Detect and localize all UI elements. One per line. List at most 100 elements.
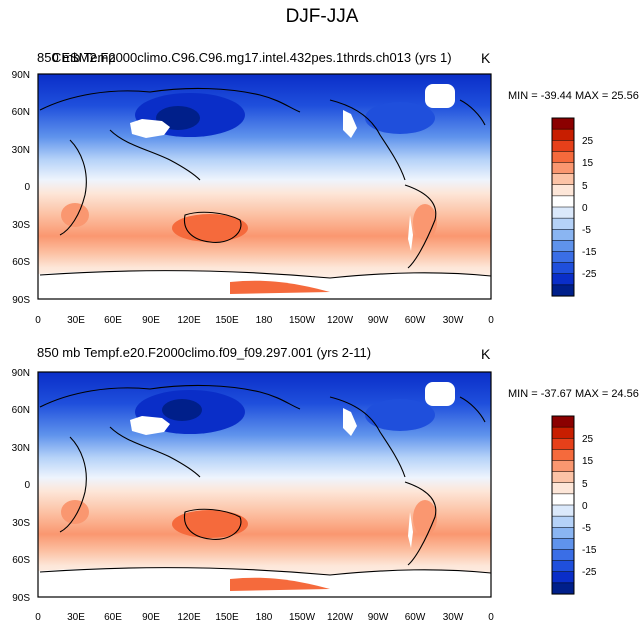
map-top (38, 74, 492, 299)
lon-tick: 150E (215, 315, 239, 326)
lat-tick: 90S (12, 593, 30, 604)
colorbar-label: 25 (582, 136, 594, 147)
colorbar-swatch (551, 273, 575, 286)
colorbar-swatch (551, 571, 575, 584)
lon-tick: 150E (215, 612, 239, 623)
canada-cold-core (365, 399, 435, 431)
colorbar-swatch (551, 493, 575, 506)
colorbar-label: -5 (582, 225, 591, 236)
lon-tick: 120E (177, 612, 201, 623)
colorbar-swatch (551, 206, 575, 219)
lon-tick: 0 (35, 315, 41, 326)
greenland-missing (425, 382, 455, 406)
lon-tick: 30E (67, 612, 85, 623)
antarctic-warm-coast (230, 280, 330, 294)
panel-bottom-title: 850 mb Tempf.e20.F2000climo.f09_f09.297.… (37, 345, 371, 360)
lon-tick: 0 (488, 315, 494, 326)
colorbar-swatch (551, 438, 575, 450)
coastlines-bottom (39, 384, 492, 576)
colorbar-swatch (551, 217, 575, 230)
lon-tick: 60E (104, 612, 122, 623)
lat-tick: 30S (12, 518, 30, 529)
lat-tick: 30N (12, 443, 30, 454)
lon-ticks-top: 0 30E 60E 90E 120E 150E 180 150W 120W 90… (35, 315, 494, 326)
colorbar-top-swatches (551, 117, 575, 297)
colorbar-label: -25 (582, 567, 597, 578)
lon-tick: 90E (142, 612, 160, 623)
colorbar-swatch (551, 151, 575, 164)
lat-ticks-top: 90N 60N 30N 0 30S 60S 90S (12, 70, 31, 306)
rockies-missing (343, 110, 357, 138)
lat-tick: 60N (12, 405, 30, 416)
colorbar-bottom-frame (551, 415, 575, 595)
south-africa-warm (61, 203, 89, 227)
lon-ticks-bottom: 0 30E 60E 90E 120E 150E 180 150W 120W 90… (35, 612, 494, 623)
antarctic-warm-coast (230, 577, 330, 591)
colorbar-swatch (551, 117, 575, 130)
colorbar-label: 0 (582, 203, 588, 214)
colorbar-swatch (551, 538, 575, 551)
lon-tick: 60W (405, 315, 426, 326)
map-bottom-frame (37, 371, 492, 598)
tibet-missing (130, 119, 170, 138)
colorbar-swatch (551, 173, 575, 186)
panel-top-stats: MIN = -39.44 MAX = 25.56 (508, 90, 639, 102)
lon-tick: 0 (35, 612, 41, 623)
siberia-coldest-core (162, 399, 202, 421)
colorbar-swatch (551, 140, 575, 152)
figure-title: DJF-JJA (286, 6, 359, 27)
colorbar-swatch (551, 449, 575, 462)
colorbar-bottom-swatches (551, 415, 575, 595)
lon-tick: 30E (67, 315, 85, 326)
lon-tick: 60W (405, 612, 426, 623)
colorbar-swatch (551, 515, 575, 528)
lat-tick: 0 (24, 182, 30, 193)
colorbar-top-labels: 25 15 5 0 -5 -15 -25 (582, 136, 597, 280)
south-america-warm (413, 500, 437, 536)
andes-missing (408, 512, 413, 548)
lon-tick: 180 (256, 315, 273, 326)
colorbar-label: 15 (582, 456, 594, 467)
lon-tick: 90W (368, 315, 389, 326)
lat-tick: 0 (24, 480, 30, 491)
panel-bottom-units: K (481, 346, 491, 362)
colorbar-label: -15 (582, 247, 597, 258)
colorbar-swatch (551, 162, 575, 175)
panel-bottom-stats: MIN = -37.67 MAX = 24.56 (508, 388, 639, 400)
colorbar-swatch (551, 128, 575, 141)
canada-cold-core (365, 102, 435, 134)
lon-tick: 60E (104, 315, 122, 326)
colorbar-top: 25 15 5 0 -5 -15 -25 (551, 117, 597, 297)
lon-tick: 150W (289, 612, 316, 623)
colorbar-bottom: 25 15 5 0 -5 -15 -25 (551, 415, 597, 595)
lat-tick: 90N (12, 368, 30, 379)
australia-warm-core (172, 510, 248, 538)
colorbar-label: 5 (582, 479, 588, 490)
colorbar-swatch (551, 284, 575, 297)
lat-tick: 30N (12, 145, 30, 156)
rockies-missing (343, 408, 357, 436)
panel-bottom: 850 mb Tempf.e20.F2000climo.f09_f09.297.… (12, 345, 639, 623)
lat-tick: 30S (12, 220, 30, 231)
lat-tick: 60S (12, 257, 30, 268)
colorbar-swatch (551, 560, 575, 573)
colorbar-swatch (551, 184, 575, 197)
colorbar-label: -15 (582, 545, 597, 556)
lat-ticks-bottom: 90N 60N 30N 0 30S 60S 90S (12, 368, 31, 604)
map-top-frame (37, 73, 492, 300)
colorbar-swatch (551, 426, 575, 439)
colorbar-swatch (551, 251, 575, 264)
colorbar-label: 25 (582, 434, 594, 445)
lon-tick: 180 (256, 612, 273, 623)
lon-tick: 90E (142, 315, 160, 326)
panel-top-title-b: CESM2.F2000climo.C96.C96.mg17.intel.432p… (52, 50, 452, 65)
lon-tick: 150W (289, 315, 316, 326)
colorbar-swatch (551, 549, 575, 562)
colorbar-label: -5 (582, 523, 591, 534)
lat-tick: 60N (12, 107, 30, 118)
lon-tick: 30W (443, 612, 464, 623)
lon-tick: 120E (177, 315, 201, 326)
coastlines-top (39, 87, 492, 279)
colorbar-swatch (551, 482, 575, 495)
